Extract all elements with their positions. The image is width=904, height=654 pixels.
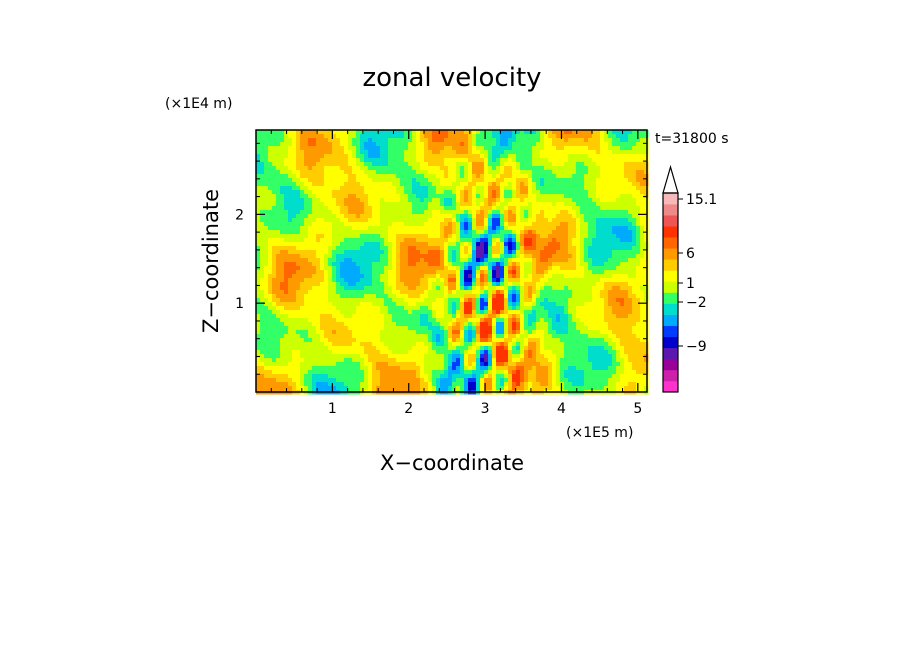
colorbar-swatch — [663, 380, 678, 393]
colorbar-swatch — [663, 270, 678, 282]
colorbar-swatch — [663, 347, 678, 360]
colorbar-swatch — [663, 303, 678, 315]
x-tick-label: 5 — [633, 401, 642, 417]
colorbar-swatch — [663, 336, 678, 349]
colorbar-swatch — [663, 292, 678, 304]
colorbar-swatch — [663, 325, 678, 338]
colorbar-swatch — [663, 259, 678, 271]
y-axis: 12 — [235, 142, 647, 375]
colorbar-swatch — [663, 248, 678, 260]
colorbar: 15.1 6 1 −2 −9 — [662, 164, 717, 393]
colorbar-tick-label: −9 — [686, 339, 707, 355]
x-axis: 1 2 3 4 5 — [270, 130, 642, 417]
colorbar-tick-label: 15.1 — [686, 192, 717, 208]
colorbar-tick-label: 6 — [686, 246, 695, 262]
velocity-field — [256, 130, 649, 395]
colorbar-frame — [662, 192, 679, 393]
colorbar-swatch — [663, 193, 678, 205]
colorbar-tick-label: 1 — [686, 276, 695, 292]
colorbar-swatch — [663, 358, 678, 371]
y-tick-label: 1 — [235, 296, 244, 312]
y-tick-label: 2 — [235, 207, 244, 223]
x-tick-label: 1 — [328, 401, 337, 417]
x-tick-label: 4 — [557, 401, 566, 417]
y-unit-label: (×1E4 m) — [165, 96, 232, 112]
colorbar-swatch — [663, 314, 678, 326]
colorbar-swatch — [663, 237, 678, 249]
colorbar-swatch — [663, 369, 678, 382]
x-axis-label: X−coordinate — [380, 451, 524, 475]
plot-frame — [255, 129, 648, 393]
x-tick-label: 2 — [404, 401, 413, 417]
colorbar-tick-label: −2 — [686, 295, 707, 311]
colorbar-swatch — [663, 204, 678, 216]
colorbar-swatch — [663, 226, 678, 238]
y-axis-label: Z−coordinate — [199, 189, 223, 333]
colorbar-swatch — [663, 215, 678, 227]
colorbar-swatch — [663, 281, 678, 293]
x-unit-label: (×1E5 m) — [566, 425, 633, 441]
x-tick-label: 3 — [481, 401, 490, 417]
chart-title: zonal velocity — [362, 63, 541, 93]
time-label: t=31800 s — [655, 131, 729, 147]
colorbar-extend-arrow — [662, 164, 679, 194]
